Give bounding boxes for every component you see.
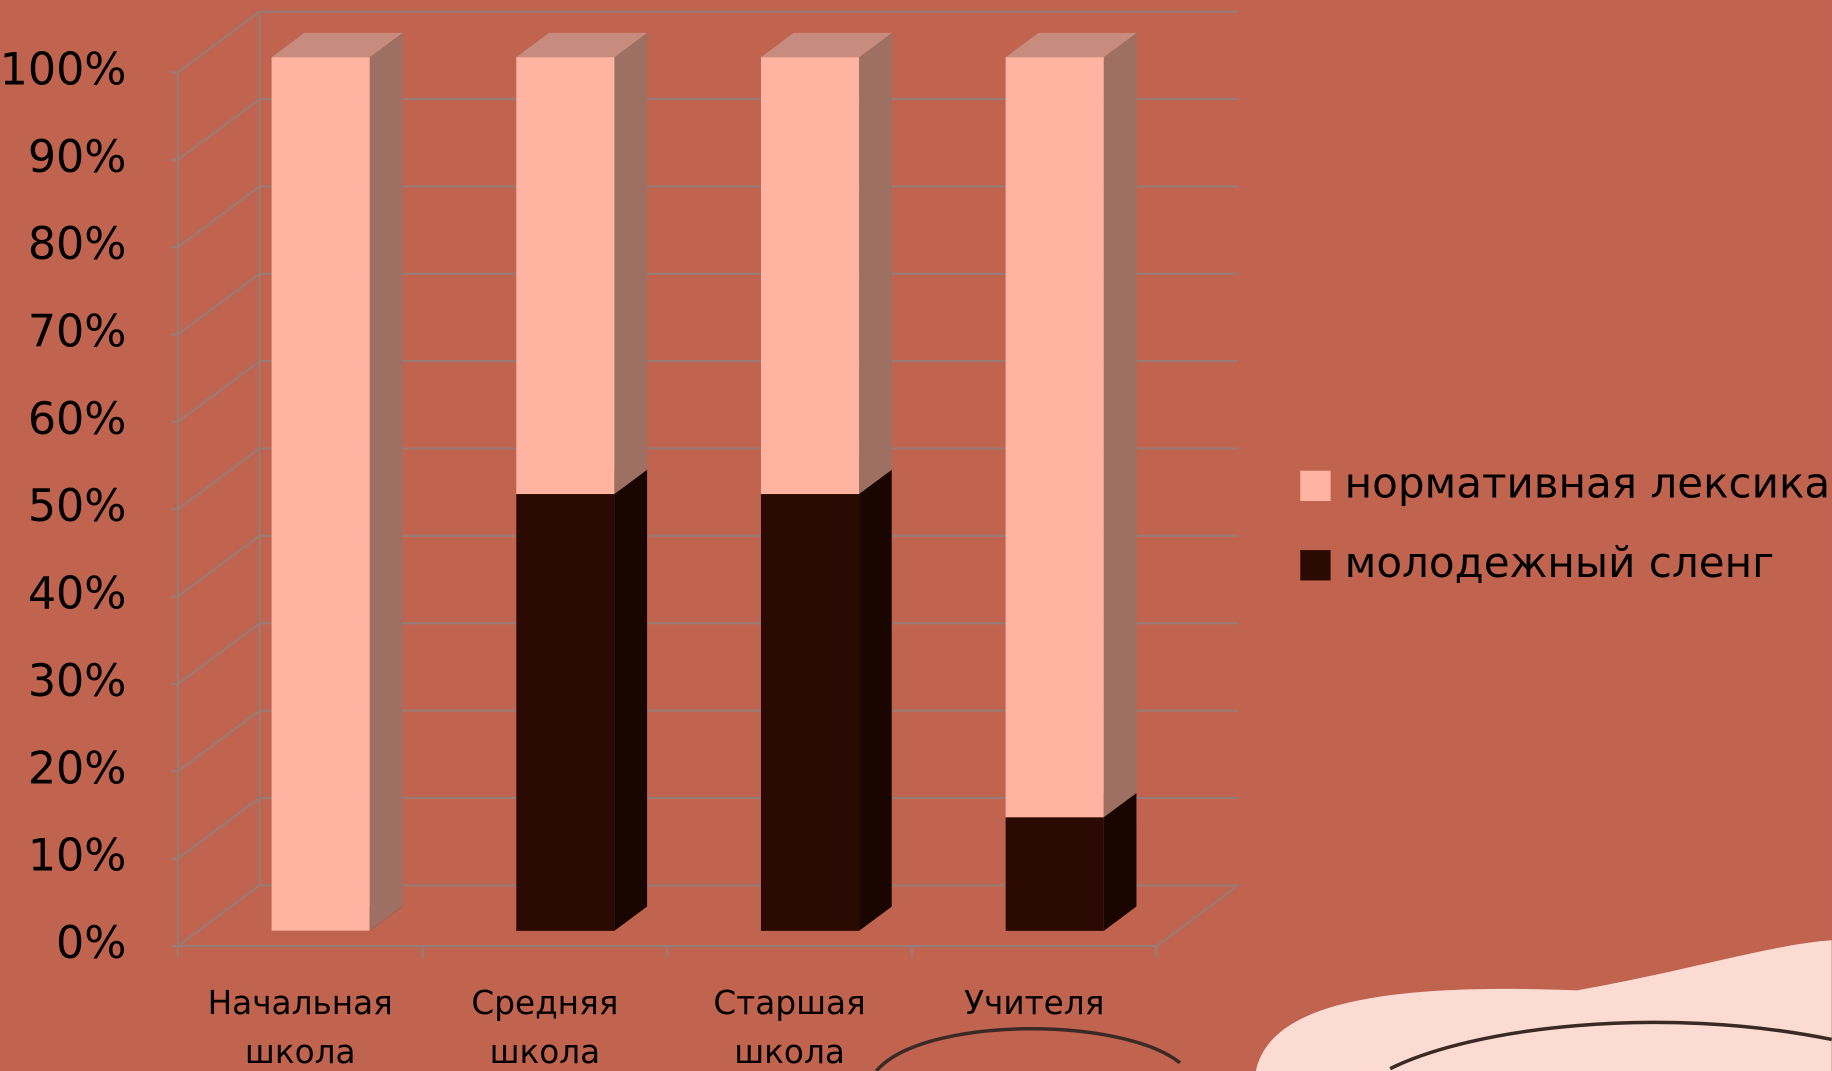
bar-segment [761,33,892,494]
y-tick-label: 60% [28,394,127,445]
bar-segment [516,33,647,494]
legend-swatch [1300,550,1330,580]
x-tick-label-box: Старшая школа [690,979,889,1071]
bar [1006,57,1104,817]
bar-side [1104,33,1137,817]
x-tick-label: Учителя [935,979,1134,1028]
y-tick-label: 80% [28,219,127,270]
x-tick-label-box: Начальная школа [201,979,400,1071]
y-tick-label: 40% [28,569,127,620]
y-tick-label: 50% [28,481,127,532]
x-tick-label-box: Учителя [935,979,1134,1071]
y-tick-label: 90% [28,132,127,183]
page: 0% 10% 20% 30% 40% 50% 60% 70% 80% 90% 100% Начальн… [0,0,1832,1071]
bar [761,57,859,494]
legend-swatch [1300,471,1330,501]
chart: 0% 10% 20% 30% 40% 50% 60% 70% 80% 90% 100% Начальн… [0,0,1832,1071]
y-tick-label: 20% [28,743,127,794]
bar-side [1104,793,1137,931]
bar-segment [516,470,647,931]
x-tick-label-box: Средняя школа [446,979,645,1071]
bar-segment [272,33,403,931]
y-tick-label: 0% [56,918,126,969]
legend-label: молодежный сленг [1345,538,1775,587]
y-tick-label: 100% [0,44,126,95]
y-tick-label: 70% [28,306,127,357]
bar-side [614,33,647,494]
x-tick-label: Начальная школа [201,979,400,1071]
bar [272,57,370,931]
bar-side [859,33,892,494]
bar [516,57,614,494]
bar [761,494,859,931]
legend-label: нормативная лексика [1345,458,1830,507]
y-tick-label: 10% [28,831,127,882]
bar-segment [1006,33,1137,817]
x-tick-label: Старшая школа [690,979,889,1071]
y-tick-label: 30% [28,656,127,707]
bar-segment [761,470,892,931]
bar-side [370,33,403,931]
bar [516,494,614,931]
bar-side [859,470,892,931]
x-tick-label: Средняя школа [446,979,645,1071]
bar-side [614,470,647,931]
bar [1006,817,1104,931]
